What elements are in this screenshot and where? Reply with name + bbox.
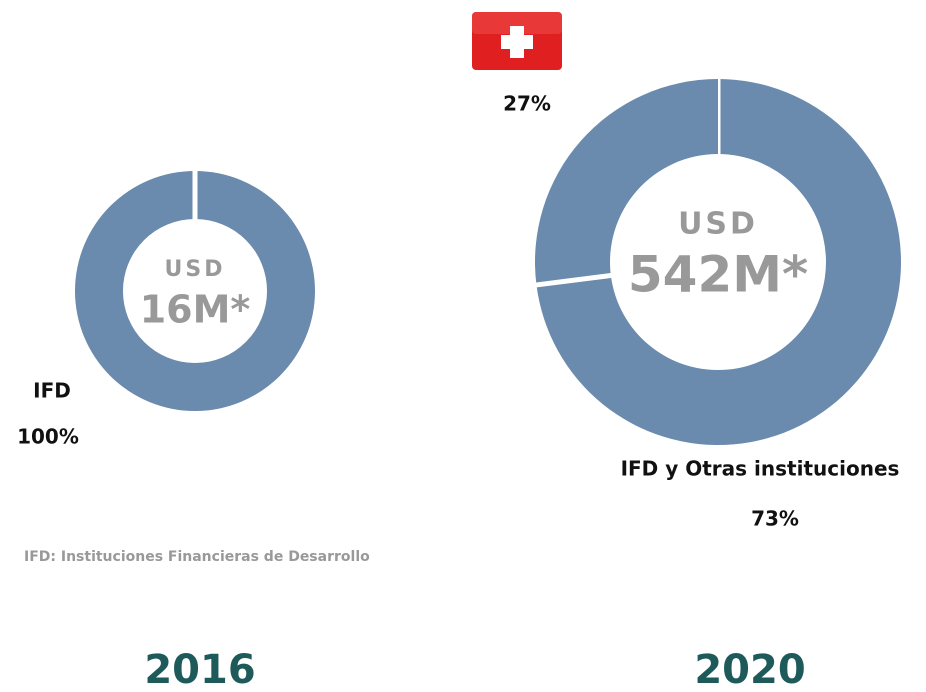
value-label: 100% [17,425,79,449]
slice-label: IFD y Otras instituciones [621,457,900,481]
center-top: USD [678,207,758,242]
year-caption: 2016 [144,647,255,692]
footnote: IFD: Instituciones Financieras de Desarr… [24,549,370,565]
slice-separator [534,272,614,288]
donut-slice [536,79,901,446]
center-value: 542M* [628,246,808,304]
center-top: USD [165,257,226,282]
center-value: 16M* [140,288,251,332]
donut-slice [535,79,718,285]
swiss-flag [472,12,562,70]
year-caption: 2020 [694,647,805,692]
slice-label: IFD [33,379,71,403]
value-label: 73% [751,507,799,531]
donut-slice [75,171,315,411]
value-label: 27% [503,92,551,116]
